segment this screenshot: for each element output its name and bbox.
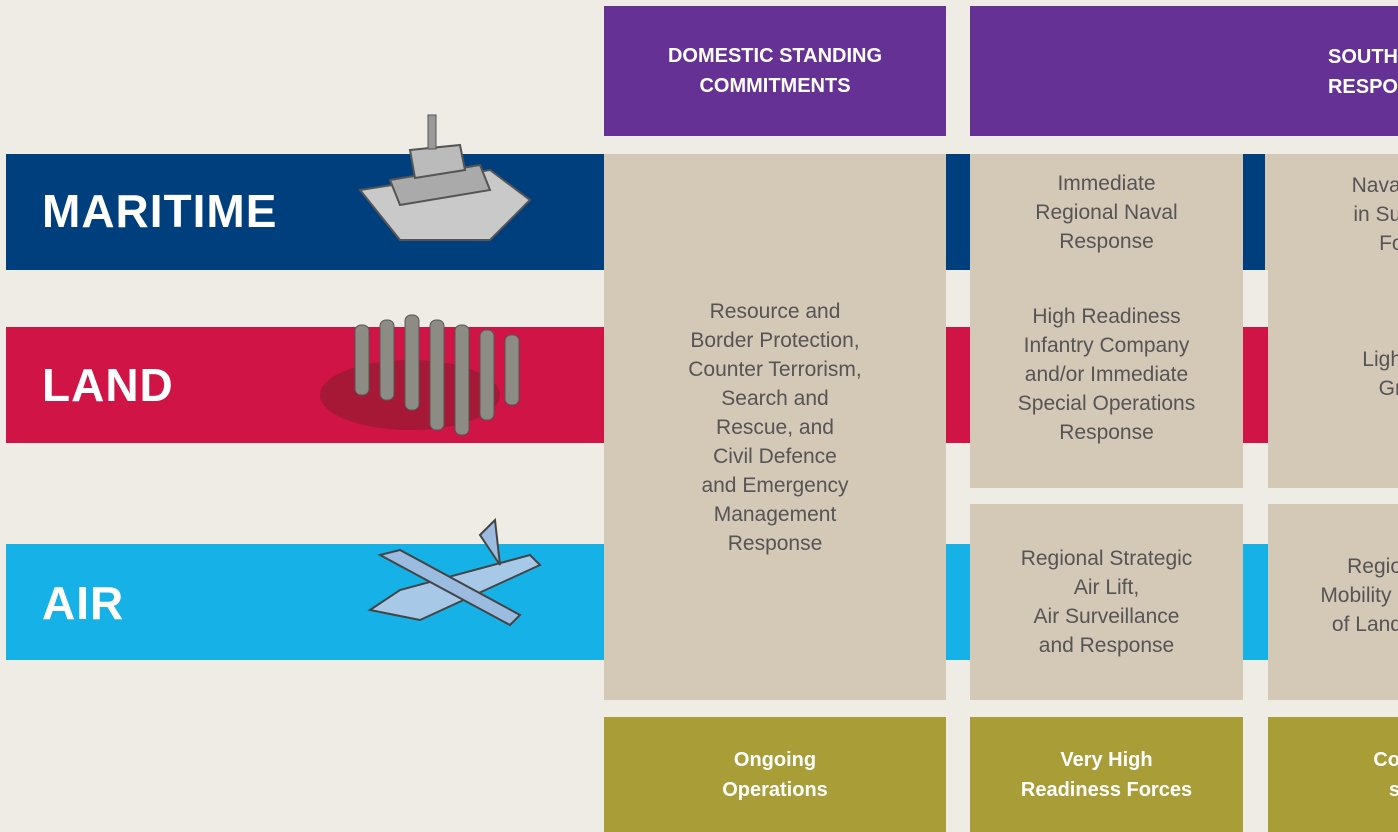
row-label: AIR <box>42 577 125 629</box>
plane-icon <box>367 517 542 627</box>
cell-box: Naval De in Suppo For <box>1265 154 1398 270</box>
ship-icon <box>358 114 532 241</box>
column-footer-box: Co s <box>1268 717 1398 832</box>
cell: Regio Mobility i of Land <box>1320 555 1398 636</box>
cell: Resource and Border Protection, Counter … <box>604 154 946 700</box>
cell: Ligh Gr <box>1362 348 1398 400</box>
cell: Regional Strategic Air Lift, Air Surveil… <box>970 504 1243 700</box>
column-header: DOMESTIC STANDING COMMITMENTS <box>604 6 946 136</box>
row-label: MARITIME <box>42 185 278 237</box>
row-label: LAND <box>42 359 174 411</box>
cell-box: Ligh Gr <box>1268 260 1398 488</box>
cell-box: Regio Mobility i of Land <box>1268 504 1398 700</box>
cell: Naval De in Suppo For <box>1351 174 1398 255</box>
column-footer: Very High Readiness Forces <box>970 717 1243 832</box>
cell: High Readiness Infantry Company and/or I… <box>970 260 1243 488</box>
column-header: SOUTH RESPO <box>1327 46 1398 98</box>
column-footer: Co s <box>1373 749 1398 801</box>
soldiers-icon <box>305 314 555 443</box>
cell: Immediate Regional Naval Response <box>970 154 1243 270</box>
column-footer: Ongoing Operations <box>604 717 946 832</box>
column-header-box: SOUTH RESPO <box>970 6 1398 136</box>
